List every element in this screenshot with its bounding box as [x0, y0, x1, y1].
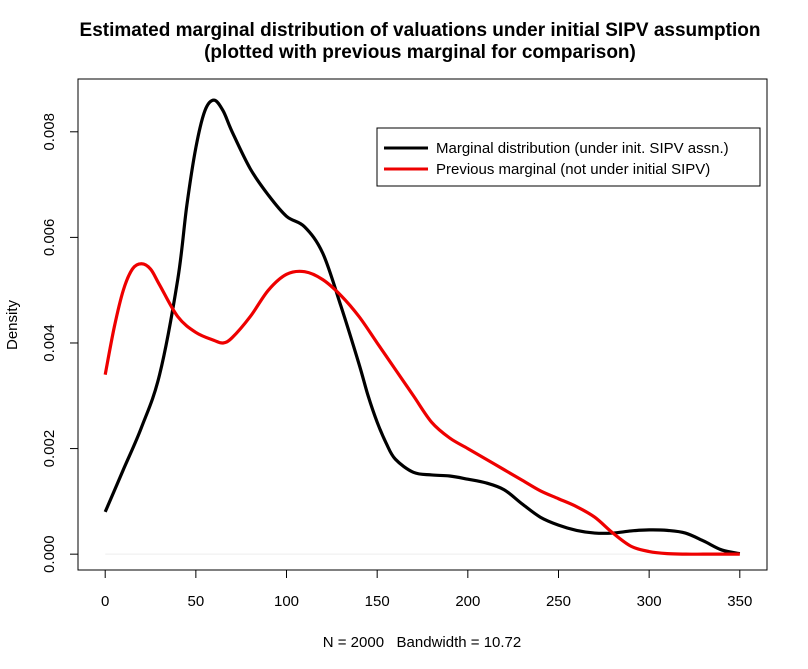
y-tick-label: 0.000 — [41, 535, 58, 573]
x-tick-label: 50 — [188, 593, 205, 610]
x-axis: 0 50 100 150 200 250 300 350 — [101, 569, 752, 610]
y-tick-label: 0.008 — [41, 113, 58, 151]
x-tick-label: 0 — [101, 593, 109, 610]
y-axis-label: Density — [4, 299, 21, 350]
y-tick-label: 0.002 — [41, 430, 58, 468]
y-tick-label: 0.004 — [41, 324, 58, 362]
x-tick-label: 150 — [365, 593, 390, 610]
legend-box — [376, 127, 761, 187]
series-layer — [103, 98, 741, 556]
series-line-marginal — [103, 98, 741, 556]
legend-label-previous: Previous marginal (not under initial SIP… — [436, 161, 710, 178]
chart-subtitle: (plotted with previous marginal for comp… — [204, 42, 636, 63]
x-tick-label: 100 — [274, 593, 299, 610]
x-axis-label: N = 2000 Bandwidth = 10.72 — [323, 634, 521, 651]
series-line-previous — [103, 262, 740, 556]
y-axis: 0.000 0.002 0.004 0.006 0.008 — [41, 113, 79, 573]
legend: Marginal distribution (under init. SIPV … — [376, 127, 761, 187]
legend-label-marginal: Marginal distribution (under init. SIPV … — [436, 140, 729, 157]
y-tick-label: 0.006 — [41, 219, 58, 257]
x-tick-label: 350 — [727, 593, 752, 610]
x-tick-label: 250 — [546, 593, 571, 610]
x-tick-label: 300 — [637, 593, 662, 610]
x-tick-label: 200 — [455, 593, 480, 610]
chart-title: Estimated marginal distribution of valua… — [80, 20, 761, 41]
